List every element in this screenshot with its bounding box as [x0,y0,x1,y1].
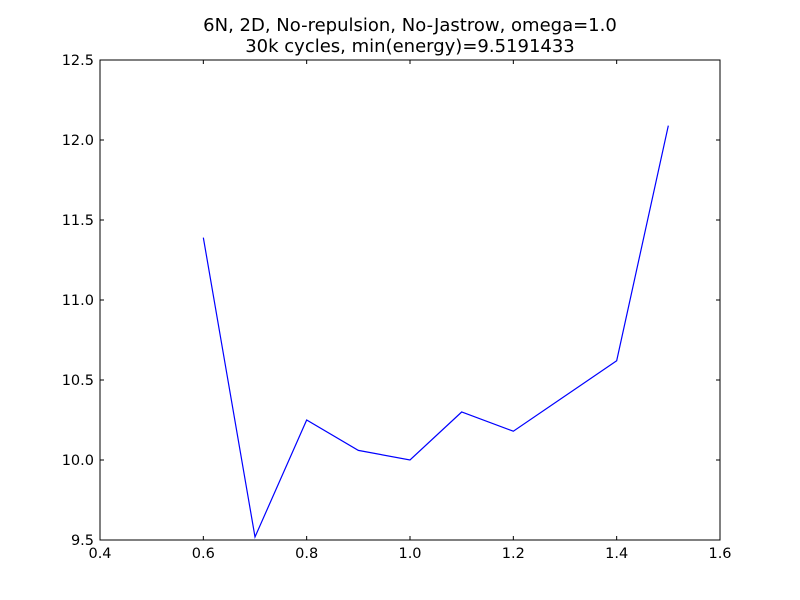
x-tick-label: 1.2 [502,546,525,562]
chart-subtitle: 30k cycles, min(energy)=9.5191433 [245,36,575,57]
x-tick-label: 1.6 [708,546,731,562]
x-tick-label: 1.0 [398,546,421,562]
x-tick-label: 1.4 [605,546,628,562]
y-tick-label: 12.0 [62,133,94,149]
y-tick-label: 12.5 [62,53,94,69]
x-tick-label: 0.4 [88,546,111,562]
x-tick-label: 0.8 [295,546,318,562]
chart-title: 6N, 2D, No-repulsion, No-Jastrow, omega=… [203,15,617,36]
x-tick-label: 0.6 [192,546,215,562]
y-tick-label: 10.5 [62,373,94,389]
y-tick-label: 9.5 [71,533,94,549]
series-line-0 [202,125,669,540]
axes-frame [99,59,721,541]
plot-area: 0.4 0.6 0.8 1.0 1.2 1.4 1.6 9.5 10.0 10.5 11.0 11.5… [62,53,732,562]
y-tick-label: 10.0 [62,453,94,469]
y-tick-label: 11.5 [62,213,94,229]
y-tick-label: 11.0 [62,293,94,309]
